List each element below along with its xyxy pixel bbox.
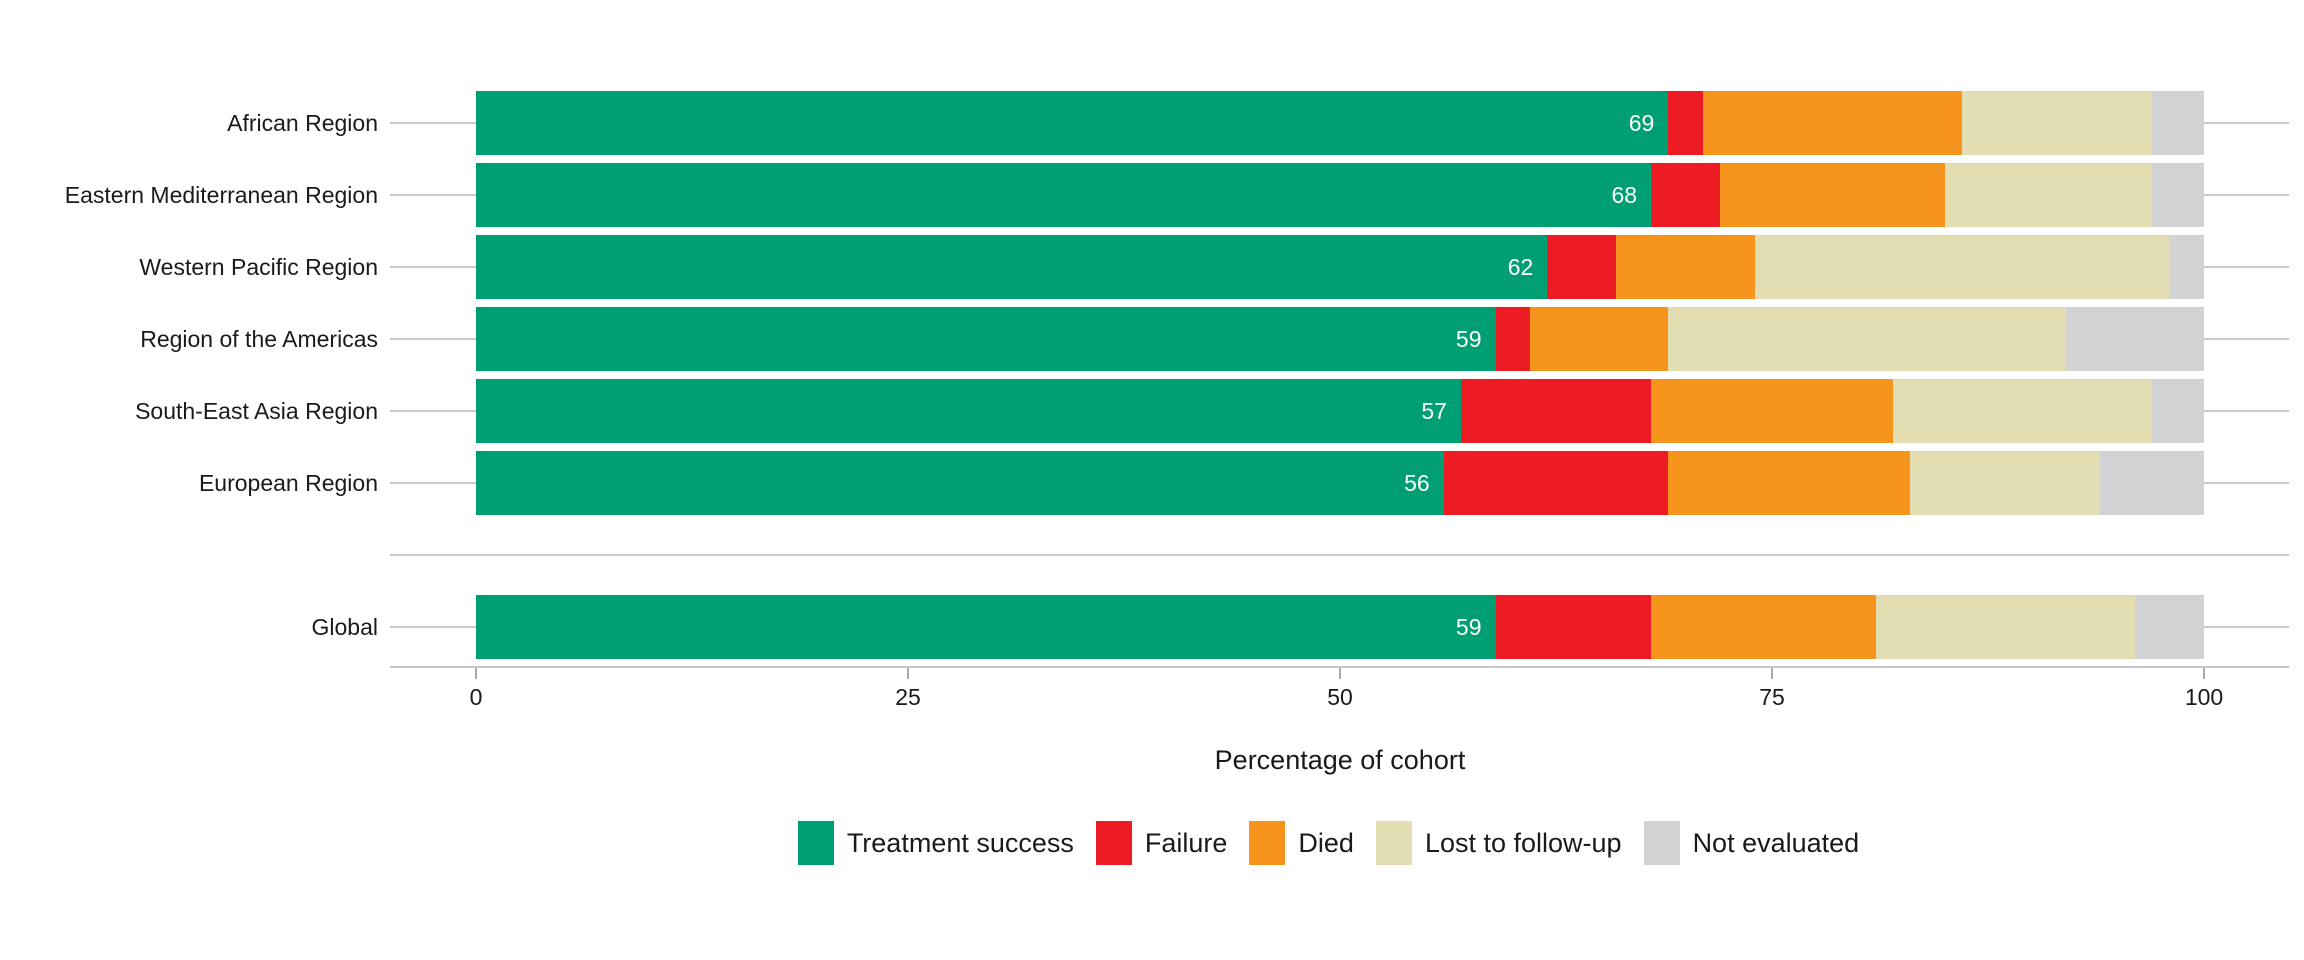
bar-segment-treatment-success	[476, 379, 1461, 443]
x-tick-label: 25	[895, 684, 921, 710]
bar-value-label: 59	[1455, 326, 1482, 352]
legend-item-failure: Failure	[1095, 821, 1250, 865]
category-label-western-pacific-region: Western Pacific Region	[139, 254, 378, 280]
bar-segment-lost-to-follow-up	[1910, 451, 2101, 515]
legend-swatch-treatment-success	[797, 821, 834, 865]
bar-segment-failure	[1460, 379, 1652, 443]
bar-segment-died	[1720, 163, 1945, 227]
legend-item-lost-to-follow-up: Lost to follow-up	[1375, 821, 1644, 865]
bar-segment-not-evaluated	[2134, 595, 2204, 659]
legend-label: Lost to follow-up	[1424, 827, 1622, 858]
x-tick-mark	[1771, 668, 1773, 679]
category-label-global: Global	[311, 614, 378, 640]
bar-value-label: 59	[1455, 614, 1482, 640]
bar-segment-lost-to-follow-up	[1754, 235, 2170, 299]
legend-item-treatment-success: Treatment success	[797, 821, 1096, 865]
x-tick-mark	[1339, 668, 1341, 679]
x-tick-mark	[2203, 668, 2205, 679]
bar-value-label: 69	[1628, 110, 1655, 136]
bar-segment-failure	[1547, 235, 1617, 299]
chart-legend: Treatment success Failure Died Lost to foll…	[390, 820, 2289, 866]
bar-segment-not-evaluated	[2100, 451, 2204, 515]
bar-value-label: 68	[1611, 182, 1638, 208]
legend-label: Treatment success	[846, 827, 1074, 858]
legend-item-died: Died	[1249, 821, 1376, 865]
bar-segment-lost-to-follow-up	[1668, 307, 2066, 371]
bar-segment-treatment-success	[476, 451, 1444, 515]
bar-segment-lost-to-follow-up	[1944, 163, 2153, 227]
bar-segment-treatment-success	[476, 595, 1496, 659]
category-label-european-region: European Region	[198, 470, 378, 496]
x-tick-label: 50	[1327, 684, 1353, 710]
x-axis-title: Percentage of cohort	[1214, 745, 1466, 775]
x-tick-mark	[907, 668, 909, 679]
bar-segment-treatment-success	[476, 307, 1496, 371]
x-tick-mark	[475, 668, 477, 679]
bar-segment-failure	[1668, 91, 1703, 155]
bar-segment-lost-to-follow-up	[1892, 379, 2153, 443]
bar-segment-failure	[1651, 163, 1721, 227]
bar-segment-failure	[1495, 307, 1531, 371]
x-axis-line	[390, 666, 2289, 668]
bar-segment-not-evaluated	[2152, 163, 2204, 227]
legend-label: Died	[1298, 827, 1354, 858]
bar-segment-not-evaluated	[2152, 379, 2204, 443]
legend-item-not-evaluated: Not evaluated	[1643, 821, 1882, 865]
bar-value-label: 62	[1507, 254, 1534, 280]
legend-label: Failure	[1144, 827, 1228, 858]
legend-swatch-not-evaluated	[1643, 821, 1680, 865]
bar-segment-failure	[1443, 451, 1669, 515]
bar-segment-died	[1651, 595, 1876, 659]
x-tick-label: 100	[2184, 684, 2224, 710]
bar-value-label: 56	[1404, 470, 1430, 496]
category-label-region-of-the-americas: Region of the Americas	[140, 326, 378, 352]
bar-segment-died	[1651, 379, 1893, 443]
bar-segment-lost-to-follow-up	[1875, 595, 2135, 659]
legend-swatch-failure	[1095, 821, 1132, 865]
bar-segment-failure	[1495, 595, 1652, 659]
bar-segment-died	[1616, 235, 1755, 299]
category-label-eastern-mediterranean-region: Eastern Mediterranean Region	[64, 182, 378, 208]
bar-segment-died	[1530, 307, 1669, 371]
x-tick-label: 75	[1759, 684, 1785, 710]
bar-segment-not-evaluated	[2169, 235, 2204, 299]
legend-swatch-died	[1249, 821, 1286, 865]
bar-segment-treatment-success	[476, 163, 1652, 227]
bar-value-label: 57	[1421, 398, 1447, 424]
bar-segment-died	[1702, 91, 1963, 155]
bar-segment-treatment-success	[476, 91, 1669, 155]
legend-swatch-lost-to-follow-up	[1375, 821, 1412, 865]
gridline	[390, 554, 2289, 556]
x-tick-label: 0	[469, 684, 483, 710]
bar-segment-treatment-success	[476, 235, 1548, 299]
bar-segment-not-evaluated	[2152, 91, 2204, 155]
category-label-south-east-asia-region: South-East Asia Region	[135, 398, 378, 424]
bar-segment-lost-to-follow-up	[1962, 91, 2153, 155]
bar-segment-not-evaluated	[2065, 307, 2204, 371]
legend-label: Not evaluated	[1692, 827, 1860, 858]
category-label-african-region: African Region	[227, 110, 378, 136]
bar-segment-died	[1668, 451, 1911, 515]
